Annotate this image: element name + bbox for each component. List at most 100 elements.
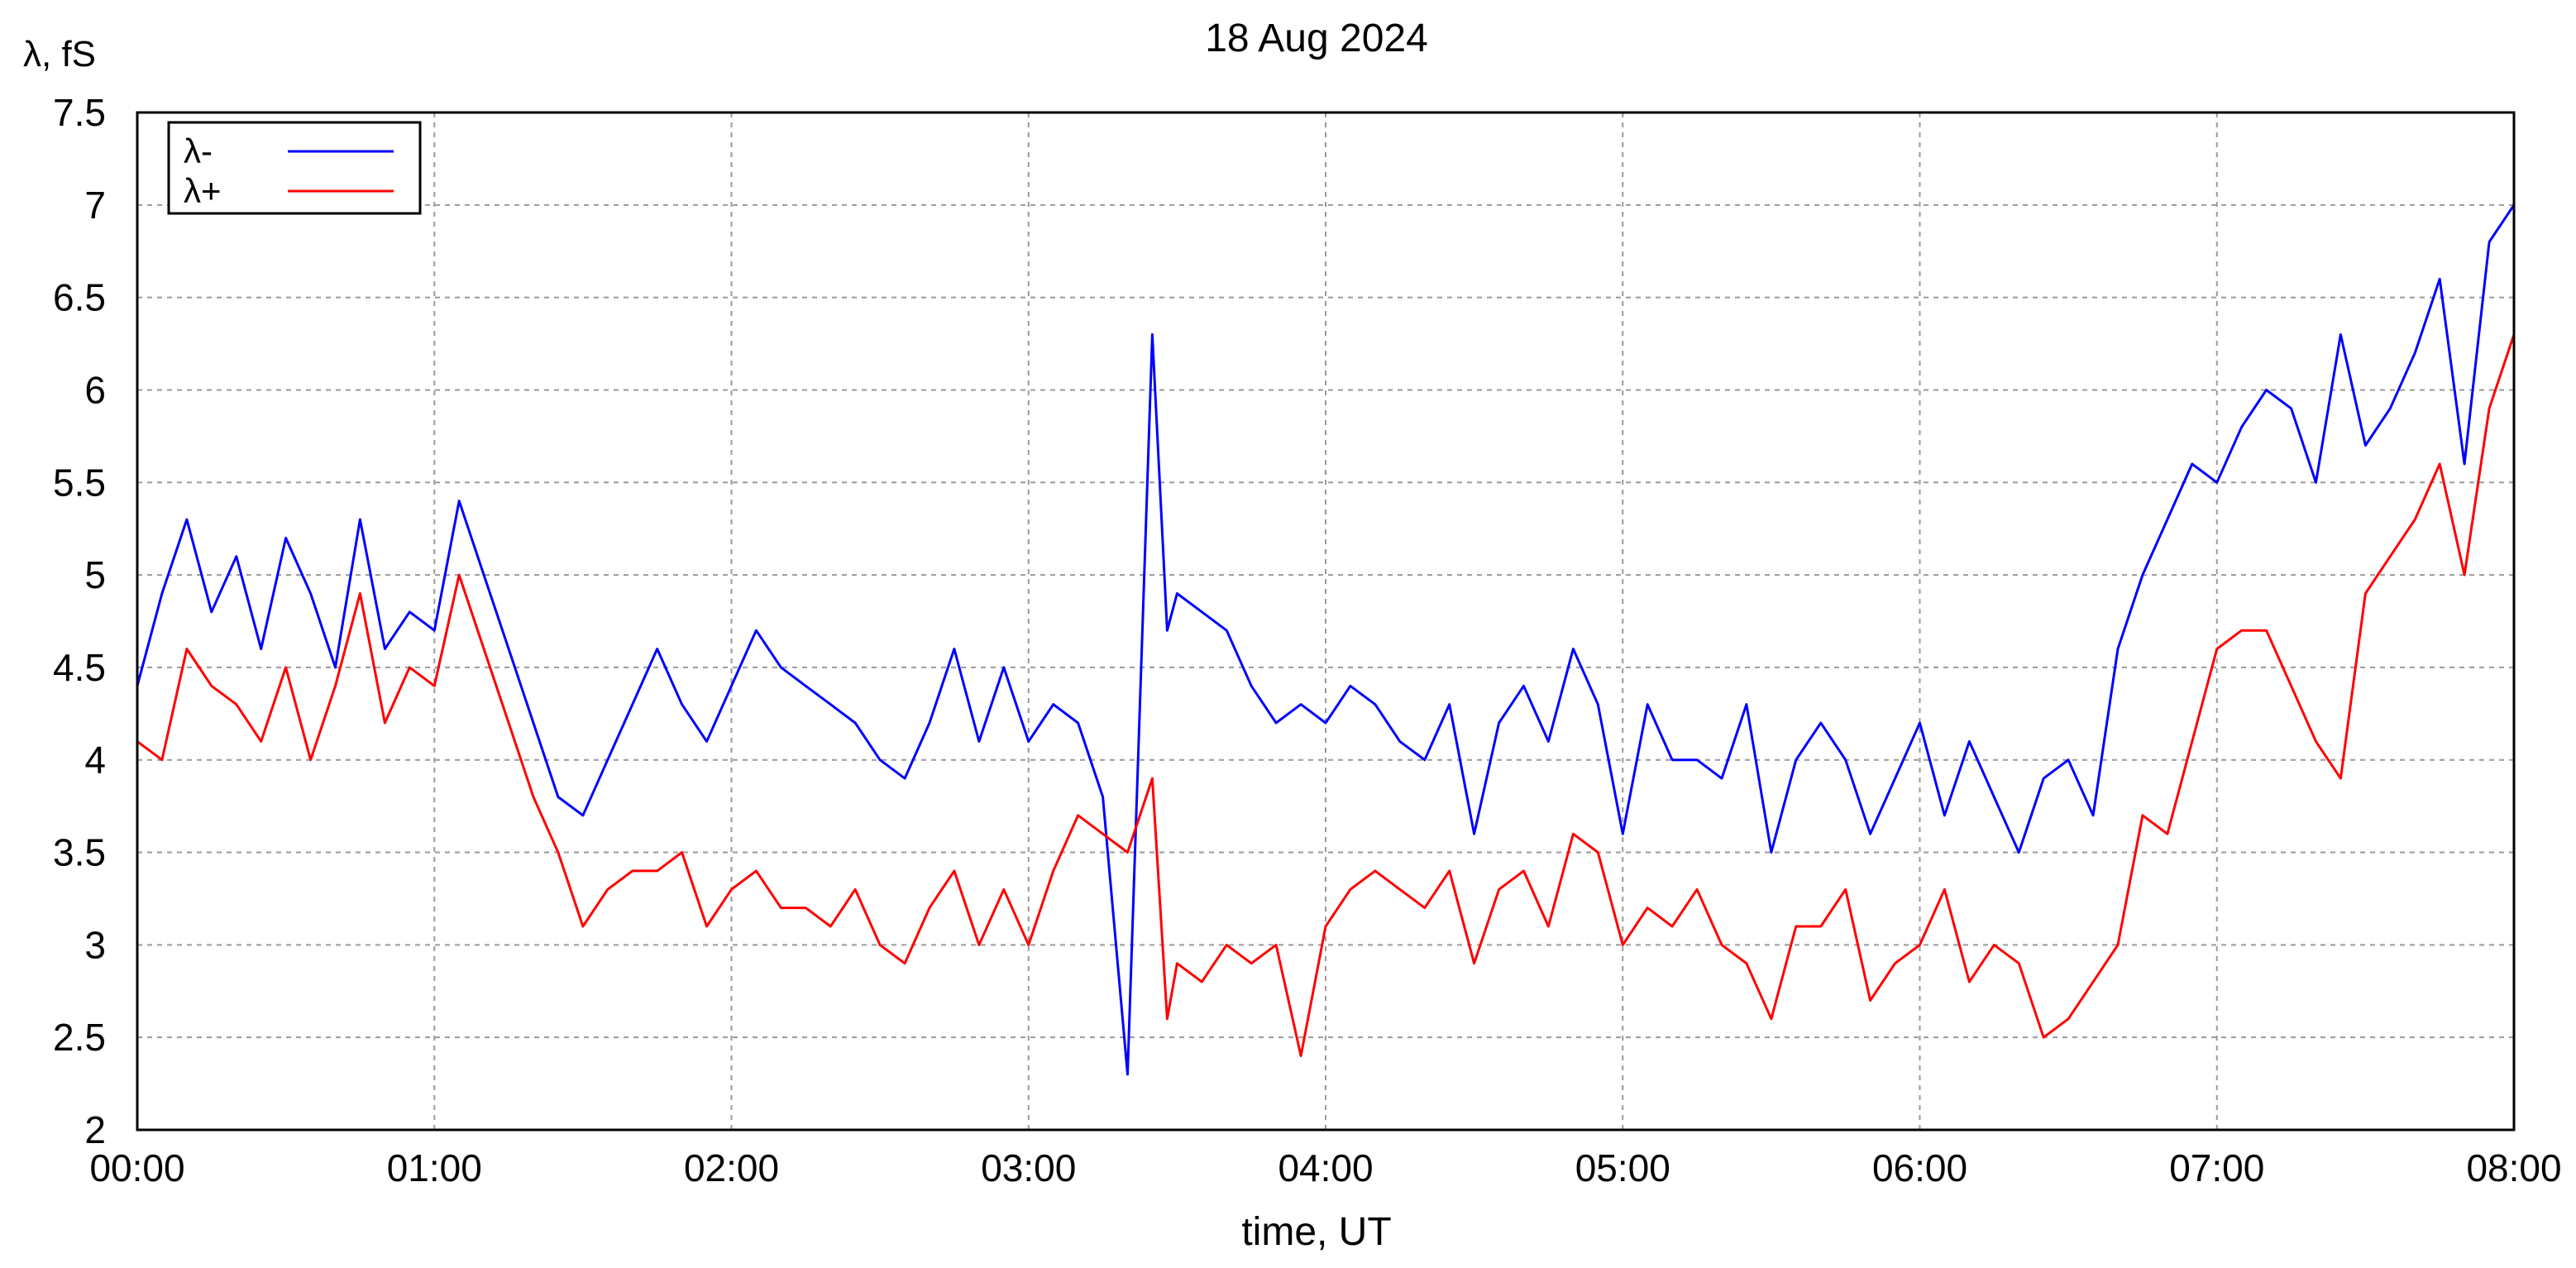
x-tick-label: 05:00: [1575, 1146, 1670, 1189]
legend-label: λ+: [184, 171, 222, 210]
series-point-1: [2339, 778, 2342, 779]
series-point-1: [607, 888, 609, 891]
series-point-0: [904, 778, 906, 779]
series-point-0: [211, 611, 213, 613]
series-point-0: [2191, 463, 2193, 465]
legend-label: λ-: [184, 132, 213, 170]
series-point-1: [1622, 944, 1624, 946]
series-line-0: [136, 203, 2516, 1076]
series-point-1: [879, 944, 881, 946]
x-tick-label: 07:00: [2169, 1146, 2264, 1189]
series-point-0: [1547, 740, 1550, 743]
series-point-1: [1671, 926, 1673, 927]
series-point-1: [1646, 907, 1648, 909]
series-point-0: [1275, 722, 1277, 724]
series-point-0: [879, 758, 881, 761]
series-point-0: [1325, 722, 1326, 724]
series-point-1: [854, 888, 856, 891]
series-point-1: [631, 870, 633, 872]
y-tick-label: 7: [84, 184, 106, 227]
series-point-0: [1894, 778, 1896, 779]
series-point-1: [2215, 648, 2218, 650]
series-point-0: [1597, 703, 1599, 706]
series-point-0: [2067, 758, 2069, 761]
series-point-0: [284, 537, 287, 539]
series-point-0: [1993, 796, 1995, 798]
series-point-0: [1423, 758, 1426, 761]
series-point-1: [1473, 962, 1475, 964]
series-point-1: [1448, 870, 1450, 872]
series-point-0: [1622, 833, 1624, 835]
series-point-0: [1102, 796, 1104, 798]
series-point-0: [1795, 758, 1797, 761]
series-point-0: [2018, 851, 2020, 854]
series-point-0: [2464, 463, 2465, 465]
legend: λ-λ+: [167, 121, 422, 215]
y-tick-label: 4.5: [53, 646, 106, 689]
legend-box: [167, 121, 422, 215]
series-point-0: [1919, 722, 1921, 724]
series-point-1: [2364, 592, 2367, 595]
series-point-0: [483, 574, 485, 576]
plot-frame: [136, 111, 2516, 1132]
series-point-0: [1250, 685, 1252, 687]
series-point-0: [730, 685, 733, 687]
series-point-1: [2191, 740, 2193, 743]
series-point-0: [1473, 833, 1475, 835]
series-point-0: [1399, 740, 1401, 743]
series-point-1: [1275, 944, 1277, 946]
series-point-1: [656, 870, 658, 872]
y-tick-label: 3: [84, 923, 106, 966]
series-point-0: [433, 629, 436, 631]
y-tick-label: 5: [84, 553, 106, 596]
series-point-1: [1027, 944, 1030, 946]
series-point-1: [2439, 463, 2440, 465]
series-point-1: [483, 648, 485, 650]
series-point-1: [2414, 519, 2416, 520]
series-point-1: [2464, 574, 2465, 576]
series-point-0: [1374, 703, 1376, 706]
x-tick-label: 08:00: [2466, 1146, 2561, 1189]
series-point-1: [1844, 888, 1847, 891]
series-point-0: [607, 758, 609, 761]
series-point-1: [359, 592, 361, 595]
series-point-0: [2364, 444, 2367, 447]
series-point-1: [235, 703, 237, 706]
series-point-1: [755, 870, 758, 872]
series-point-1: [2290, 685, 2292, 687]
series-point-0: [2488, 241, 2490, 243]
series-point-1: [1522, 870, 1525, 872]
series-point-1: [1771, 1018, 1772, 1020]
series-point-1: [1993, 944, 1995, 946]
chart-title: 18 Aug 2024: [1205, 17, 1428, 60]
series-point-1: [1696, 888, 1698, 891]
series-point-0: [829, 703, 832, 706]
x-tick-label: 00:00: [89, 1146, 184, 1189]
series-point-1: [1374, 870, 1376, 872]
series-point-1: [582, 926, 584, 927]
series-point-0: [2414, 352, 2416, 354]
series-point-0: [359, 519, 361, 520]
y-tick-label: 2: [84, 1108, 106, 1151]
series-point-1: [409, 667, 411, 668]
series-point-1: [334, 685, 337, 687]
series-point-0: [929, 722, 930, 724]
series-point-1: [1597, 851, 1599, 854]
series-point-1: [186, 648, 188, 650]
series-point-0: [1522, 685, 1525, 687]
series-point-1: [2142, 815, 2143, 816]
series-point-1: [1423, 907, 1426, 909]
series-point-0: [2290, 408, 2292, 409]
series-point-0: [458, 500, 460, 502]
series-point-0: [978, 740, 980, 743]
series-point-1: [1350, 888, 1351, 891]
series-point-0: [557, 796, 559, 798]
series-point-0: [1448, 703, 1450, 706]
series-point-0: [1498, 722, 1500, 724]
y-tick-label: 5.5: [53, 461, 106, 504]
x-tick-label: 03:00: [981, 1146, 1076, 1189]
series-point-1: [978, 944, 980, 946]
series-point-0: [2339, 333, 2342, 336]
series-point-0: [1943, 815, 1946, 816]
series-point-1: [557, 851, 559, 854]
